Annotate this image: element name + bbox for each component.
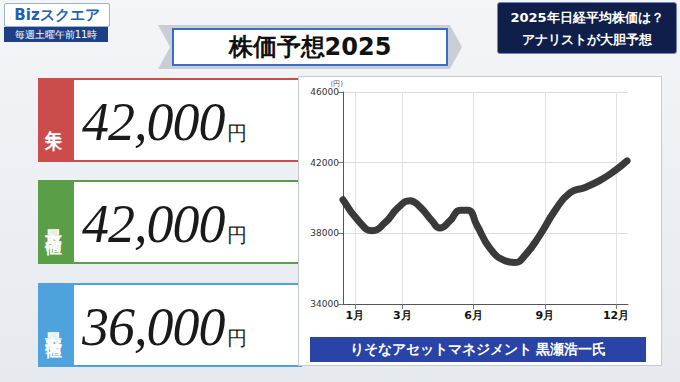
html-text:36,000: 36,000: [82, 297, 225, 357]
svg-text:46000: 46000: [310, 87, 339, 97]
svg-text:3月: 3月: [393, 309, 412, 322]
html-text:アナリストが大胆予想: アナリストが大胆予想: [522, 32, 652, 47]
svg-text:34000: 34000: [310, 299, 339, 309]
svg-text:42000: 42000: [310, 158, 339, 168]
svg-text:38000: 38000: [310, 228, 339, 238]
html-text:株価予想2025: 株価予想2025: [228, 33, 392, 61]
svg-text:(円): (円): [330, 80, 343, 89]
html-text:42,000: 42,000: [82, 92, 225, 152]
html-text:2025年日経平均株価は？: 2025年日経平均株価は？: [510, 10, 664, 25]
html-text:最高値: 最高値: [44, 216, 65, 228]
html-text:最安値: 最安値: [44, 319, 65, 331]
html-text:年末: 年末: [44, 116, 65, 124]
html-text:りそなアセットマネジメント 黒瀬浩一氏: りそなアセットマネジメント 黒瀬浩一氏: [349, 341, 607, 357]
html-text:毎週土曜午前11時: 毎週土曜午前11時: [14, 29, 98, 40]
html-text:円: 円: [226, 326, 247, 350]
html-text:42,000: 42,000: [82, 194, 225, 254]
svg-text:6月: 6月: [464, 309, 483, 322]
html-text:円: 円: [226, 121, 247, 145]
svg-text:12月: 12月: [603, 309, 629, 322]
html-text:円: 円: [226, 223, 247, 247]
svg-text:1月: 1月: [346, 309, 365, 322]
html-text:Bizスクエア: Bizスクエア: [14, 6, 100, 24]
svg-text:9月: 9月: [536, 309, 555, 322]
